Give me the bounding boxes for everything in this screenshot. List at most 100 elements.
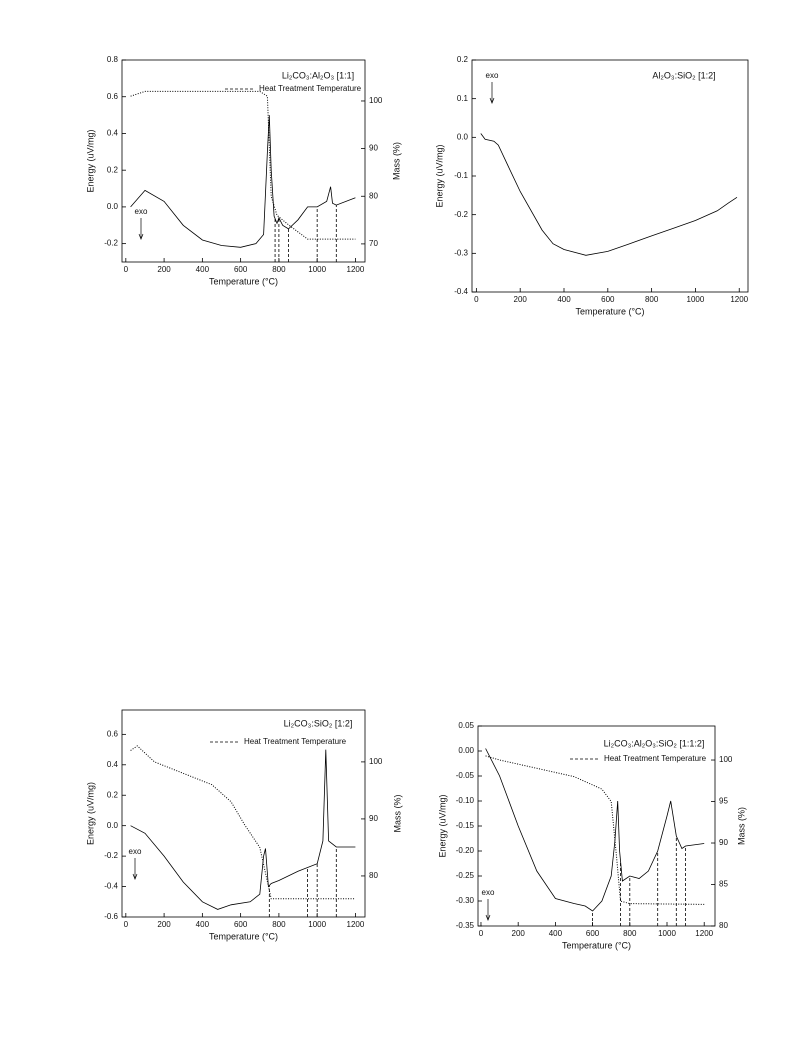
- y2-tick-label: 90: [369, 814, 378, 823]
- x-tick-label: 800: [645, 295, 659, 304]
- y2-tick-label: 90: [369, 144, 378, 153]
- energy-curve: [480, 133, 738, 256]
- x-tick-label: 0: [479, 929, 484, 938]
- y-tick-label: -0.10: [456, 796, 475, 805]
- x-tick-label: 800: [623, 929, 637, 938]
- y2-axis-label: Mass (%): [736, 807, 746, 845]
- exo-label: exo: [129, 847, 142, 856]
- mass-curve: [130, 90, 356, 240]
- y-tick-label: -0.2: [104, 851, 118, 860]
- x-tick-label: 1200: [347, 920, 365, 929]
- y-tick-label: 0.6: [107, 729, 119, 738]
- y-tick-label: 0.2: [107, 790, 119, 799]
- y-tick-label: 0.05: [458, 721, 474, 730]
- y2-axis-label: Mass (%): [392, 794, 402, 832]
- y2-axis-label: Mass (%): [391, 142, 401, 180]
- y-tick-label: 0.4: [107, 760, 119, 769]
- exo-arrow-head: [485, 914, 491, 921]
- x-tick-label: 1200: [730, 295, 748, 304]
- x-tick-label: 200: [157, 265, 171, 274]
- chart-title: Li₂CO₃:Al₂O₃ [1:1]: [282, 70, 354, 80]
- y-tick-label: -0.05: [456, 771, 475, 780]
- x-tick-label: 600: [234, 265, 248, 274]
- x-tick-label: 400: [196, 265, 210, 274]
- y-tick-label: -0.6: [104, 912, 118, 921]
- y-tick-label: 0.2: [107, 165, 119, 174]
- x-tick-label: 1000: [308, 265, 326, 274]
- y-tick-label: -0.30: [456, 896, 475, 905]
- chart-title: Li₂CO₃:Al₂O₃:SiO₂ [1:1:2]: [604, 738, 705, 748]
- y-tick-label: -0.2: [454, 210, 468, 219]
- x-tick-label: 1000: [687, 295, 705, 304]
- y2-tick-label: 95: [719, 797, 728, 806]
- exo-label: exo: [482, 888, 495, 897]
- y-axis-label: Energy (uV/mg): [434, 144, 444, 207]
- y-axis-label: Energy (uV/mg): [85, 129, 95, 192]
- plot-frame: [121, 709, 366, 918]
- y2-tick-label: 80: [369, 871, 378, 880]
- x-tick-label: 600: [601, 295, 615, 304]
- chart-title: Li₂CO₃:SiO₂ [1:2]: [284, 718, 353, 728]
- y-tick-label: -0.3: [454, 248, 468, 257]
- x-tick-label: 200: [157, 920, 171, 929]
- legend-label: Heat Treatment Temperature: [244, 737, 347, 746]
- y-tick-label: -0.4: [454, 287, 468, 296]
- y-tick-label: -0.35: [456, 921, 475, 930]
- y-tick-label: -0.25: [456, 871, 475, 880]
- y-tick-label: 0.0: [107, 202, 119, 211]
- y-tick-label: 0.1: [457, 94, 469, 103]
- x-tick-label: 1000: [308, 920, 326, 929]
- y2-tick-label: 80: [369, 191, 378, 200]
- y-tick-label: -0.20: [456, 846, 475, 855]
- y-tick-label: -0.2: [104, 239, 118, 248]
- y-tick-label: -0.1: [454, 171, 468, 180]
- x-axis-label: Temperature (°C): [209, 276, 278, 286]
- x-axis-label: Temperature (°C): [575, 306, 644, 316]
- y-tick-label: 0.4: [107, 129, 119, 138]
- y2-tick-label: 100: [369, 96, 383, 105]
- y-tick-label: 0.00: [458, 746, 474, 755]
- x-tick-label: 800: [272, 920, 286, 929]
- x-tick-label: 800: [272, 265, 286, 274]
- y2-tick-label: 90: [719, 838, 728, 847]
- x-tick-label: 1200: [347, 265, 365, 274]
- x-tick-label: 0: [474, 295, 479, 304]
- y2-tick-label: 70: [369, 239, 378, 248]
- x-tick-label: 200: [514, 295, 528, 304]
- x-tick-label: 0: [124, 920, 129, 929]
- energy-curve: [485, 748, 705, 912]
- y-tick-label: -0.4: [104, 882, 118, 891]
- y2-tick-label: 100: [369, 757, 383, 766]
- y-tick-label: 0.0: [457, 132, 469, 141]
- energy-curve: [130, 749, 356, 910]
- x-axis-label: Temperature (°C): [562, 940, 631, 950]
- x-tick-label: 400: [196, 920, 210, 929]
- legend-label: Heat Treatment Temperature: [259, 84, 362, 93]
- y-axis-label: Energy (uV/mg): [437, 794, 447, 857]
- x-tick-label: 1000: [658, 929, 676, 938]
- x-tick-label: 600: [234, 920, 248, 929]
- y2-tick-label: 100: [719, 755, 733, 764]
- y-tick-label: -0.15: [456, 821, 475, 830]
- y-tick-label: 0.2: [457, 55, 469, 64]
- y2-tick-label: 80: [719, 921, 728, 930]
- exo-arrow-head: [489, 97, 495, 104]
- chart-title: Al₂O₃:SiO₂ [1:2]: [652, 70, 715, 80]
- y2-tick-label: 85: [719, 880, 728, 889]
- y-axis-label: Energy (uV/mg): [85, 782, 95, 845]
- exo-arrow-head: [132, 873, 138, 880]
- y-tick-label: 0.8: [107, 55, 119, 64]
- y-tick-label: 0.6: [107, 92, 119, 101]
- x-axis-label: Temperature (°C): [209, 931, 278, 941]
- plot-frame: [121, 59, 366, 263]
- x-tick-label: 400: [557, 295, 571, 304]
- legend-label: Heat Treatment Temperature: [604, 754, 707, 763]
- exo-label: exo: [486, 71, 499, 80]
- exo-arrow-head: [138, 233, 144, 240]
- x-tick-label: 200: [512, 929, 526, 938]
- energy-curve: [130, 115, 356, 248]
- x-tick-label: 0: [124, 265, 129, 274]
- x-tick-label: 400: [549, 929, 563, 938]
